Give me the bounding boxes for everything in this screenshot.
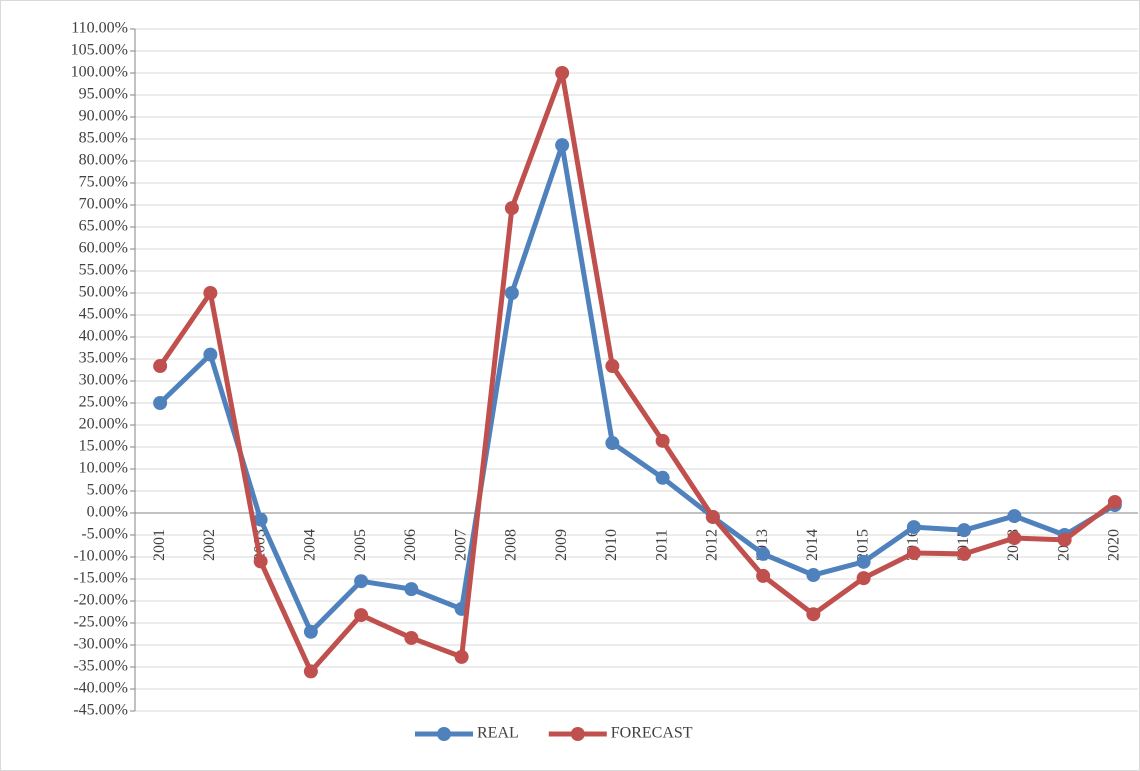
- y-tick-label: -25.00%: [73, 614, 128, 631]
- y-tick-label: -35.00%: [73, 658, 128, 675]
- series-marker: [354, 608, 369, 623]
- series-marker: [253, 554, 268, 569]
- series-marker: [957, 546, 972, 561]
- y-tick-label: -30.00%: [73, 636, 128, 653]
- series-marker: [354, 574, 369, 589]
- legend-label: REAL: [477, 725, 519, 742]
- y-tick-label: -40.00%: [73, 680, 128, 697]
- series-marker: [655, 470, 670, 485]
- y-tick-label: 55.00%: [79, 262, 128, 279]
- x-tick-label: 2002: [201, 529, 218, 561]
- series-marker: [856, 554, 871, 569]
- x-tick-label: 2001: [151, 529, 168, 561]
- x-tick-label: 2020: [1106, 529, 1123, 561]
- y-tick-label: 110.00%: [71, 20, 128, 37]
- y-tick-label: 80.00%: [79, 152, 128, 169]
- series-marker: [1007, 531, 1022, 546]
- y-tick-label: 30.00%: [79, 372, 128, 389]
- y-tick-label: 85.00%: [79, 130, 128, 147]
- y-tick-label: 100.00%: [71, 64, 128, 81]
- y-tick-label: 95.00%: [79, 86, 128, 103]
- series-marker: [153, 396, 168, 410]
- x-tick-label: 2008: [503, 529, 520, 561]
- x-tick-label: 2014: [804, 529, 821, 561]
- series-marker: [454, 649, 469, 664]
- series-marker: [203, 286, 218, 300]
- y-tick-label: 60.00%: [79, 240, 128, 257]
- series-line: [158, 142, 1117, 635]
- y-tick-label: 5.00%: [87, 482, 128, 499]
- series-marker: [806, 568, 821, 583]
- series-marker: [605, 359, 620, 374]
- x-tick-label: 2007: [452, 529, 469, 561]
- series-marker: [504, 201, 519, 216]
- x-tick-label: 2004: [302, 529, 319, 561]
- y-tick-label: 25.00%: [79, 394, 128, 411]
- series-marker: [1057, 532, 1072, 547]
- series-marker: [1007, 509, 1022, 524]
- series-marker: [1107, 495, 1122, 509]
- series-marker: [856, 571, 871, 586]
- legend-label: FORECAST: [611, 725, 693, 742]
- series-marker: [806, 607, 821, 622]
- y-tick-label: 105.00%: [71, 42, 128, 59]
- series-marker: [756, 546, 771, 561]
- series-marker: [203, 347, 218, 362]
- y-tick-label: -20.00%: [73, 592, 128, 609]
- x-tick-label: 2006: [402, 529, 419, 561]
- y-tick-label: 15.00%: [79, 438, 128, 455]
- x-tick-label: 2011: [653, 529, 670, 560]
- legend-marker: [570, 727, 585, 741]
- y-tick-label: 90.00%: [79, 108, 128, 125]
- series-marker: [555, 66, 570, 80]
- y-tick-label: -5.00%: [81, 526, 128, 543]
- y-tick-label: 45.00%: [79, 306, 128, 323]
- y-tick-label: -10.00%: [73, 548, 128, 565]
- y-tick-label: -15.00%: [73, 570, 128, 587]
- series-marker: [655, 433, 670, 448]
- y-tick-label: 70.00%: [79, 196, 128, 213]
- x-tick-label: 2015: [854, 529, 871, 561]
- y-tick-label: 65.00%: [79, 218, 128, 235]
- series-marker: [404, 630, 419, 645]
- x-tick-label: 2010: [603, 529, 620, 561]
- x-tick-label: 2005: [352, 529, 369, 561]
- legend-marker: [437, 727, 451, 741]
- series-marker: [153, 359, 168, 374]
- series-marker: [605, 436, 620, 451]
- y-tick-label: -45.00%: [73, 702, 128, 719]
- y-tick-label: 75.00%: [79, 174, 128, 191]
- y-tick-label: 35.00%: [79, 350, 128, 367]
- x-tick-label: 2009: [553, 529, 570, 561]
- series-marker: [253, 512, 268, 527]
- series-marker: [404, 582, 419, 597]
- y-tick-label: 10.00%: [79, 460, 128, 477]
- series-marker: [756, 568, 771, 583]
- series-marker: [504, 286, 519, 300]
- y-tick-label: 20.00%: [79, 416, 128, 433]
- series-marker: [705, 509, 720, 524]
- y-tick-label: 50.00%: [79, 284, 128, 301]
- x-tick-label: 2012: [704, 529, 721, 561]
- series-line: [158, 70, 1117, 674]
- series-marker: [555, 138, 570, 153]
- series-marker: [303, 624, 318, 639]
- series-marker: [957, 523, 972, 538]
- series-marker: [303, 664, 318, 679]
- y-tick-label: 0.00%: [87, 504, 128, 521]
- series-marker: [906, 546, 921, 561]
- y-tick-label: 40.00%: [79, 328, 128, 345]
- series-marker: [906, 520, 921, 535]
